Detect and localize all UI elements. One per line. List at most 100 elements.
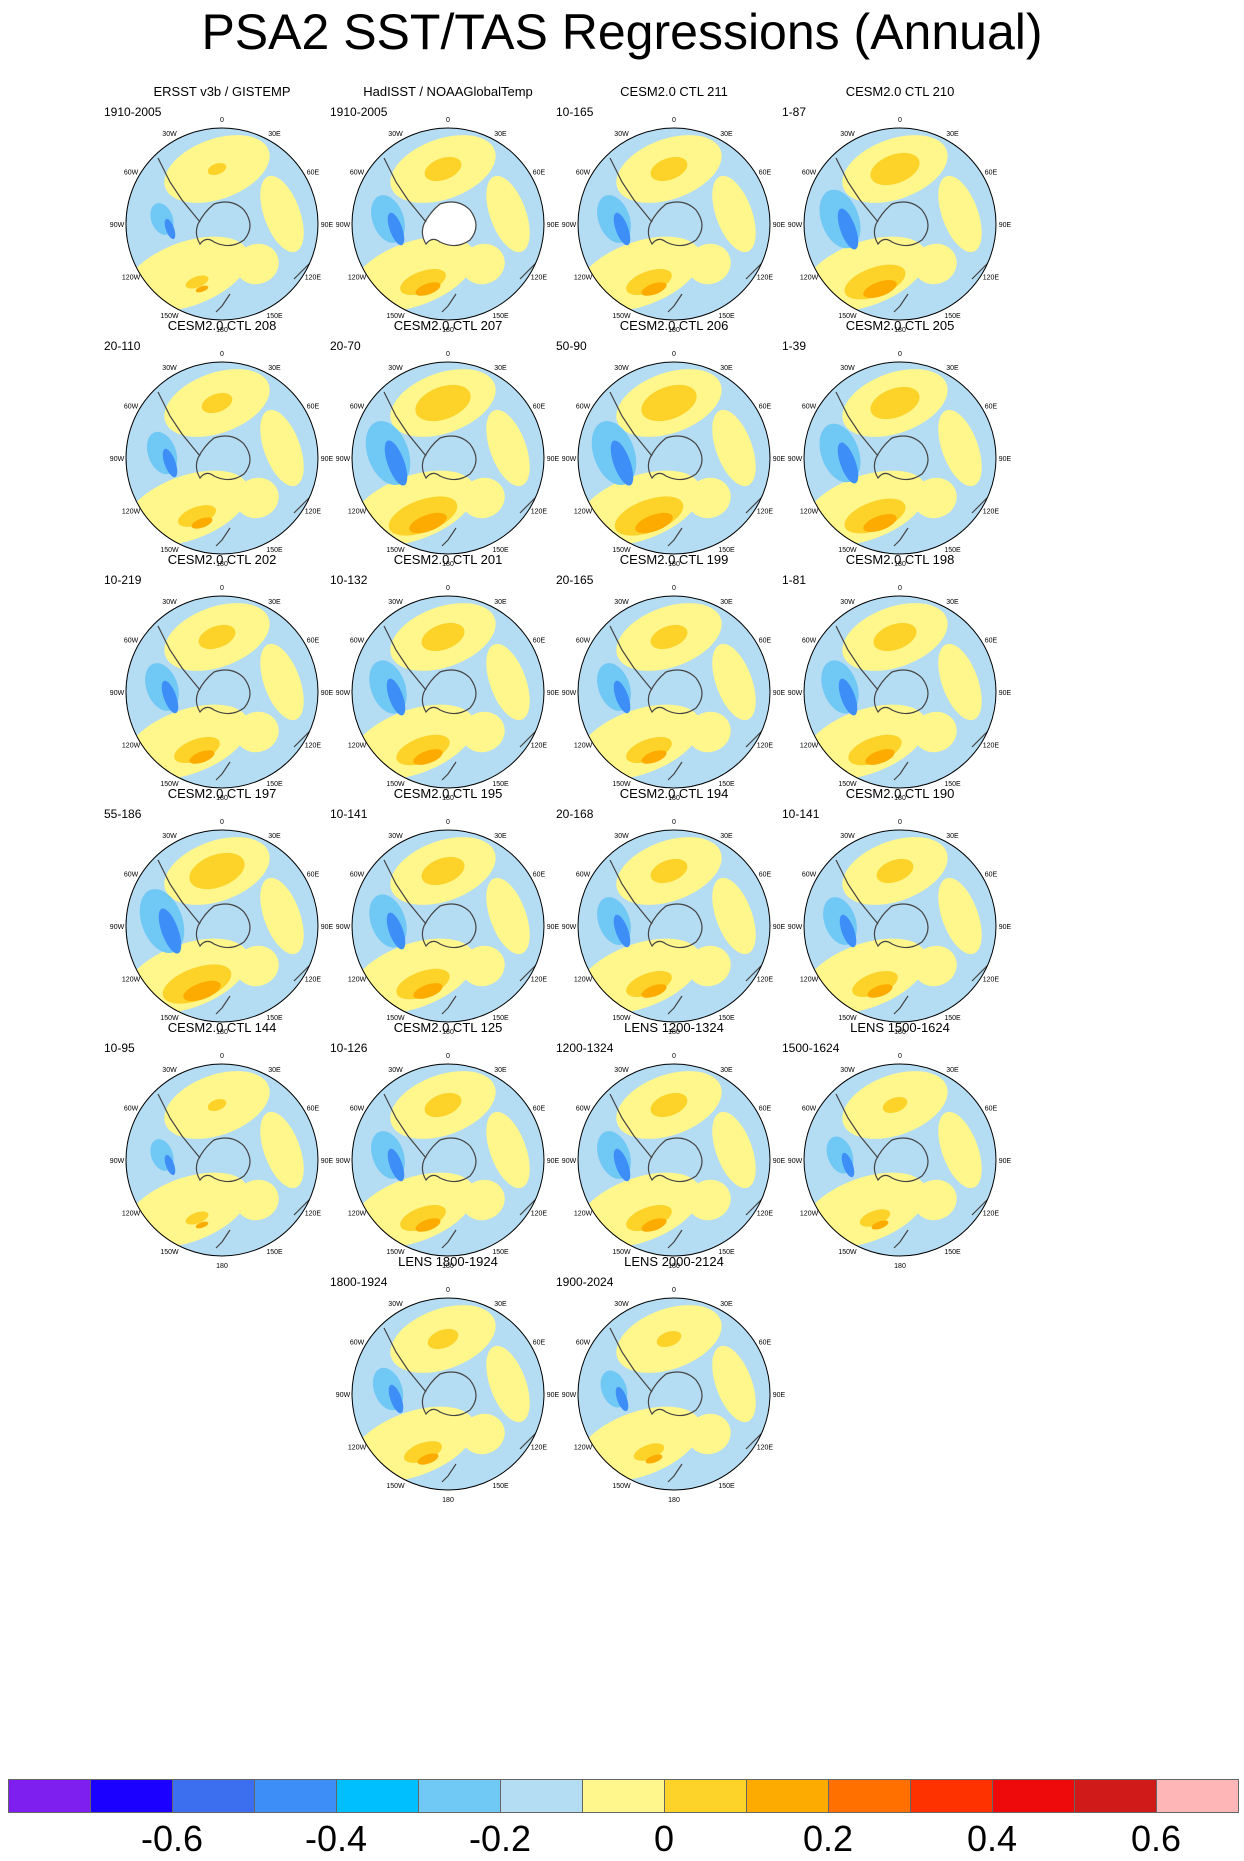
sst-field bbox=[352, 596, 544, 788]
lon-tick-label: 90W bbox=[336, 222, 351, 229]
sst-field bbox=[352, 1064, 544, 1256]
lon-tick-label: 150E bbox=[266, 781, 283, 788]
lon-tick-label: 120W bbox=[800, 743, 819, 750]
map-panel: HadISST / NOAAGlobalTemp 1910-2005 0 30E 60E… bbox=[318, 84, 578, 352]
antarctica-coastline bbox=[873, 903, 929, 949]
lon-tick-label: 90W bbox=[562, 924, 577, 931]
lon-tick-label: 150W bbox=[612, 1015, 631, 1022]
lon-tick-label: 30W bbox=[388, 365, 403, 372]
anomaly-region bbox=[650, 156, 688, 182]
lon-tick-label: 90W bbox=[788, 456, 803, 463]
antarctic-peninsula bbox=[835, 625, 879, 691]
map-panel: CESM2.0 CTL 201 10-132 0 30E 60E 90E 120E 150E 1… bbox=[318, 552, 578, 820]
lon-tick-label: 120E bbox=[305, 275, 322, 282]
lon-tick-label: 0 bbox=[898, 351, 902, 358]
colorbar-label: 0.4 bbox=[966, 1818, 1018, 1859]
anomaly-region bbox=[427, 1328, 459, 1350]
lon-tick-label: 120W bbox=[348, 275, 367, 282]
lon-tick-label: 60E bbox=[533, 1106, 546, 1113]
lon-tick-label: 120E bbox=[305, 509, 322, 516]
antarctica-coastline bbox=[195, 1137, 251, 1183]
anomaly-region bbox=[938, 175, 982, 253]
panel-range: 20-168 bbox=[556, 807, 594, 821]
new-zealand-coastline bbox=[893, 995, 909, 1015]
map-panel: CESM2.0 CTL 210 1-87 0 30E 60E 90E 120E 150E 180… bbox=[770, 84, 1030, 352]
lon-tick-label: 120E bbox=[305, 1211, 322, 1218]
anomaly-region bbox=[687, 945, 731, 987]
lon-tick-label: 120E bbox=[531, 1445, 548, 1452]
panel-title: LENS 1500-1624 bbox=[850, 1020, 950, 1035]
lon-tick-label: 180 bbox=[216, 1263, 228, 1270]
polar-map: 0 30E 60E 90E 120E 150E 180 150W 120W 90W 60W 30W bbox=[336, 117, 560, 334]
panel-title: CESM2.0 CTL 199 bbox=[619, 552, 729, 567]
lon-tick-label: 150E bbox=[266, 547, 283, 554]
lon-tick-label: 60E bbox=[759, 638, 772, 645]
anomaly-region bbox=[260, 877, 304, 955]
panel-title: CESM2.0 CTL 144 bbox=[167, 1020, 277, 1035]
polar-map: 0 30E 60E 90E 120E 150E 180 150W 120W 90W 60W 30W bbox=[336, 819, 560, 1036]
lon-tick-label: 30E bbox=[946, 599, 959, 606]
panel-title: CESM2.0 CTL 194 bbox=[619, 786, 729, 801]
polar-map: 0 30E 60E 90E 120E 150E 180 150W 120W 90W 60W 30W bbox=[336, 351, 560, 568]
lon-tick-label: 30W bbox=[614, 1067, 629, 1074]
colorbar-swatch bbox=[254, 1779, 337, 1813]
lon-tick-label: 150W bbox=[838, 547, 857, 554]
map-boundary bbox=[577, 1063, 771, 1257]
lon-tick-label: 60W bbox=[124, 638, 139, 645]
anomaly-region bbox=[863, 279, 897, 299]
panel-range: 20-110 bbox=[104, 339, 141, 353]
lon-tick-label: 180 bbox=[894, 561, 906, 568]
anomaly-region bbox=[641, 282, 667, 296]
map-boundary bbox=[125, 829, 319, 1023]
colorbar-swatch bbox=[418, 1779, 501, 1813]
lon-tick-label: 30W bbox=[162, 365, 177, 372]
lon-tick-label: 90E bbox=[547, 456, 560, 463]
map-boundary bbox=[577, 127, 771, 321]
anomaly-region bbox=[650, 624, 688, 650]
map-boundary bbox=[125, 595, 319, 789]
lon-tick-label: 150W bbox=[838, 781, 857, 788]
antarctica-coastline bbox=[195, 201, 251, 247]
anomaly-region bbox=[486, 877, 530, 955]
panel-title: CESM2.0 CTL 211 bbox=[620, 84, 728, 99]
lon-tick-label: 180 bbox=[442, 1029, 454, 1036]
sst-field bbox=[352, 362, 544, 554]
lon-tick-label: 150W bbox=[386, 547, 405, 554]
lon-tick-label: 120W bbox=[800, 275, 819, 282]
colorbar-label: 0.2 bbox=[802, 1818, 854, 1859]
anomaly-region bbox=[198, 624, 236, 650]
polar-map: 0 30E 60E 90E 120E 150E 180 150W 120W 90W 60W 30W bbox=[110, 819, 334, 1036]
new-zealand-coastline bbox=[215, 293, 231, 313]
lon-tick-label: 30W bbox=[840, 131, 855, 138]
panel-range: 10-219 bbox=[104, 573, 142, 587]
lon-tick-label: 30W bbox=[614, 599, 629, 606]
lon-tick-label: 150W bbox=[386, 1015, 405, 1022]
anomaly-region bbox=[421, 856, 465, 886]
lon-tick-label: 60E bbox=[307, 170, 320, 177]
lon-tick-label: 150E bbox=[944, 781, 961, 788]
anomaly-region bbox=[461, 711, 505, 753]
lon-tick-label: 30W bbox=[162, 599, 177, 606]
lon-tick-label: 120W bbox=[800, 509, 819, 516]
anomaly-region bbox=[641, 984, 667, 998]
lon-tick-label: 150W bbox=[838, 1015, 857, 1022]
lon-tick-label: 120E bbox=[983, 977, 1000, 984]
lon-tick-label: 90W bbox=[336, 690, 351, 697]
lon-tick-label: 90E bbox=[321, 1158, 334, 1165]
anomaly-region bbox=[578, 236, 702, 312]
lon-tick-label: 60E bbox=[533, 404, 546, 411]
antarctic-peninsula bbox=[383, 391, 427, 457]
lon-tick-label: 60W bbox=[802, 170, 817, 177]
map-boundary bbox=[577, 829, 771, 1023]
new-zealand-coastline bbox=[215, 995, 231, 1015]
lon-tick-label: 60W bbox=[802, 872, 817, 879]
anomaly-region bbox=[235, 945, 279, 987]
polar-map: 0 30E 60E 90E 120E 150E 180 150W 120W 90W 60W 30W bbox=[562, 1287, 786, 1504]
anomaly-region bbox=[386, 678, 406, 716]
lon-tick-label: 120E bbox=[531, 1211, 548, 1218]
lon-tick-label: 90E bbox=[547, 1158, 560, 1165]
anomaly-region bbox=[191, 517, 213, 529]
colorbar-swatch bbox=[8, 1779, 91, 1813]
colorbar-swatch bbox=[1156, 1779, 1239, 1813]
antarctic-peninsula bbox=[383, 859, 427, 925]
